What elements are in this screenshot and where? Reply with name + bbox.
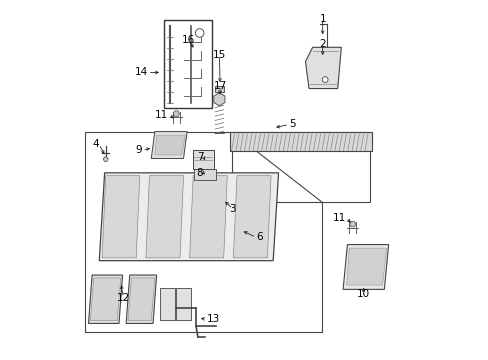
Polygon shape bbox=[126, 275, 156, 323]
Polygon shape bbox=[160, 288, 174, 320]
Circle shape bbox=[195, 29, 203, 37]
Text: 2: 2 bbox=[319, 39, 325, 49]
Text: 11: 11 bbox=[332, 213, 346, 222]
Polygon shape bbox=[85, 132, 321, 332]
Text: 9: 9 bbox=[135, 145, 142, 155]
Polygon shape bbox=[349, 221, 355, 227]
Text: 8: 8 bbox=[196, 168, 203, 178]
Text: 1: 1 bbox=[319, 14, 325, 24]
Polygon shape bbox=[233, 176, 270, 258]
Text: 15: 15 bbox=[212, 50, 225, 60]
Text: 13: 13 bbox=[206, 314, 220, 324]
Text: 17: 17 bbox=[213, 81, 226, 91]
Text: 7: 7 bbox=[196, 152, 203, 162]
Polygon shape bbox=[176, 288, 190, 320]
Circle shape bbox=[322, 77, 327, 82]
Text: 12: 12 bbox=[117, 293, 130, 303]
Text: 5: 5 bbox=[289, 120, 295, 129]
Text: 6: 6 bbox=[256, 232, 263, 242]
Bar bbox=[229, 132, 371, 151]
Polygon shape bbox=[128, 278, 155, 320]
Polygon shape bbox=[213, 93, 224, 106]
Polygon shape bbox=[103, 157, 108, 161]
Polygon shape bbox=[343, 244, 388, 289]
Polygon shape bbox=[173, 111, 179, 116]
Polygon shape bbox=[151, 132, 187, 158]
Polygon shape bbox=[305, 47, 341, 89]
Polygon shape bbox=[192, 149, 214, 169]
Polygon shape bbox=[99, 173, 278, 261]
Polygon shape bbox=[189, 176, 227, 258]
Text: 16: 16 bbox=[182, 35, 195, 45]
Polygon shape bbox=[231, 132, 369, 202]
Polygon shape bbox=[194, 169, 215, 180]
Text: 14: 14 bbox=[134, 67, 147, 77]
Polygon shape bbox=[90, 278, 121, 320]
Polygon shape bbox=[88, 275, 122, 323]
Text: 4: 4 bbox=[92, 139, 99, 149]
Polygon shape bbox=[102, 176, 140, 258]
Text: 11: 11 bbox=[155, 110, 168, 120]
Bar bbox=[215, 86, 223, 92]
Text: 3: 3 bbox=[229, 204, 236, 214]
Polygon shape bbox=[145, 176, 183, 258]
Polygon shape bbox=[346, 248, 386, 285]
Text: 10: 10 bbox=[356, 289, 369, 299]
Bar bbox=[163, 21, 212, 108]
Polygon shape bbox=[155, 135, 185, 155]
